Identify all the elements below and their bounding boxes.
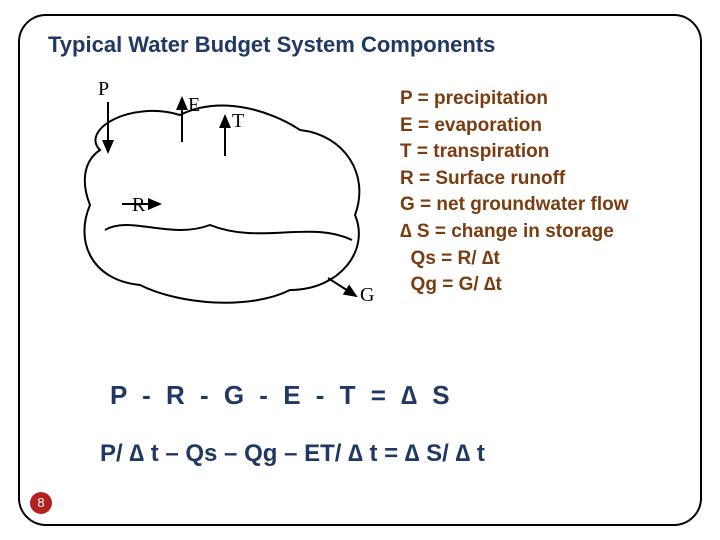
legend-row: E = evaporation — [400, 113, 700, 140]
label-P: P — [98, 78, 109, 101]
basin-inner-line — [105, 225, 352, 240]
legend-row: Qg = G/ ∆t — [400, 272, 700, 299]
water-budget-diagram: P E T R G — [60, 80, 380, 330]
slide-title: Typical Water Budget System Components — [48, 32, 495, 58]
legend-row: T = transpiration — [400, 139, 700, 166]
legend-row: ∆ S = change in storage — [400, 219, 700, 246]
legend-row: R = Surface runoff — [400, 166, 700, 193]
equation-main: P - R - G - E - T = ∆ S — [110, 380, 452, 411]
label-G: G — [360, 284, 374, 307]
label-E: E — [188, 94, 200, 117]
legend-row: Qs = R/ ∆t — [400, 246, 700, 273]
equation-rate: P/ ∆ t – Qs – Qg – ET/ ∆ t = ∆ S/ ∆ t — [100, 440, 485, 468]
G-arrow — [328, 278, 356, 296]
page-number-badge: 8 — [30, 492, 52, 514]
diagram-svg — [60, 80, 380, 330]
label-T: T — [232, 110, 244, 133]
legend: P = precipitation E = evaporation T = tr… — [400, 86, 700, 299]
label-R: R — [132, 194, 145, 217]
legend-row: P = precipitation — [400, 86, 700, 113]
legend-row: G = net groundwater flow — [400, 192, 700, 219]
slide: Typical Water Budget System Components P… — [0, 0, 720, 540]
